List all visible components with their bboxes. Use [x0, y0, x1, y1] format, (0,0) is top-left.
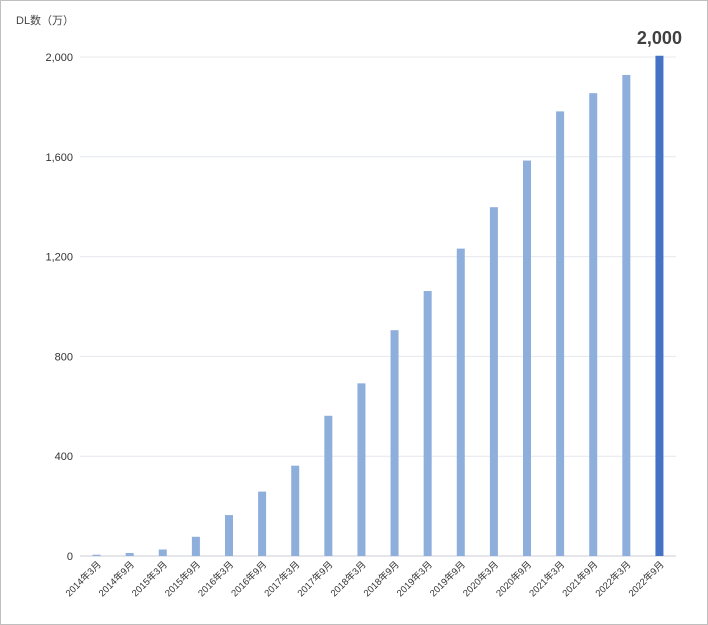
- bar-2018年9月: [390, 330, 399, 556]
- bar-2016年9月: [258, 491, 267, 556]
- bar-2014年3月: [92, 554, 101, 556]
- bar-2021年9月: [589, 93, 598, 557]
- bar-2015年9月: [191, 536, 200, 556]
- bar-2022年9月: [655, 55, 664, 556]
- bar-2019年3月: [423, 291, 432, 556]
- bar-2020年9月: [523, 160, 531, 557]
- y-tick-label: 2,000: [45, 52, 73, 64]
- y-tick-label: 1,600: [45, 152, 73, 164]
- highlight-annotation: 2,000: [637, 28, 682, 48]
- bar-2021年3月: [556, 111, 565, 557]
- bar-2017年3月: [291, 465, 300, 556]
- bar-2018年3月: [357, 383, 366, 556]
- bar-2019年9月: [456, 248, 465, 556]
- bar-2022年3月: [622, 74, 631, 557]
- y-tick-label: 0: [67, 551, 73, 563]
- bar-2017年9月: [324, 415, 333, 556]
- bar-2020年3月: [489, 207, 498, 556]
- bar-2015年3月: [158, 549, 167, 556]
- y-tick-label: 400: [55, 451, 73, 463]
- bar-2014年9月: [125, 553, 134, 556]
- bar-2016年3月: [225, 515, 233, 556]
- y-axis-label: DL数（万）: [16, 14, 74, 27]
- x-tick-label: 2022年9月: [626, 559, 667, 600]
- y-tick-label: 800: [55, 351, 73, 363]
- y-tick-label: 1,200: [45, 252, 73, 264]
